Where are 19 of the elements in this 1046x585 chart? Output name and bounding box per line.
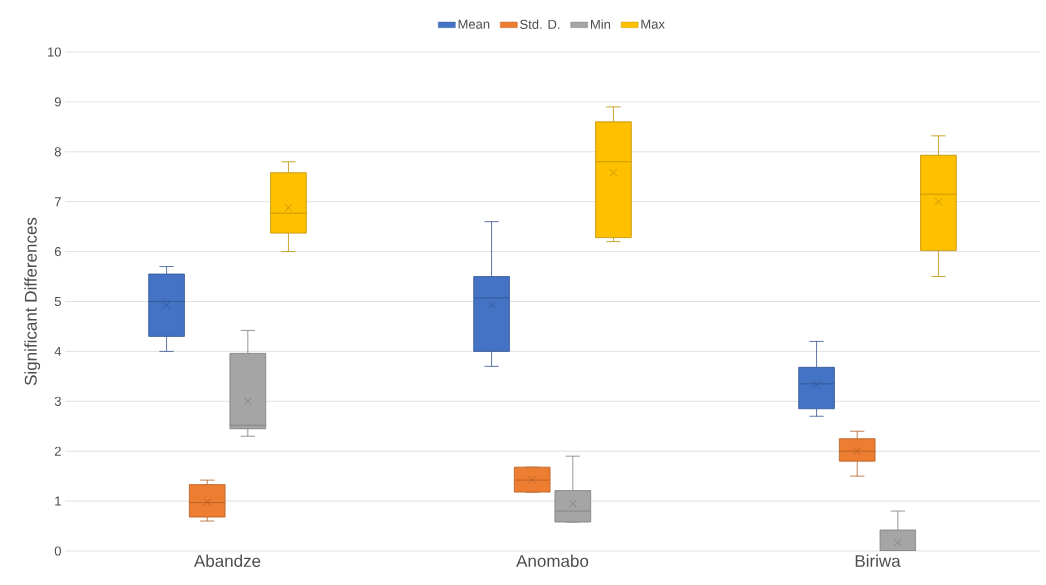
y-tick-label: 6 <box>54 246 61 257</box>
y-tick-label: 9 <box>54 97 61 107</box>
y-tick-label: 3 <box>54 396 61 406</box>
legend-label: Min <box>591 19 611 29</box>
x-tick-label: Anomabo <box>516 554 589 568</box>
y-tick-label: 1 <box>55 496 61 506</box>
legend-label: Max <box>641 19 665 29</box>
y-axis-title: Significant Differences <box>24 217 41 386</box>
x-tick-label: Biriwa <box>855 554 901 568</box>
y-tick-label: 10 <box>48 47 61 57</box>
legend-label: Std. D. <box>520 19 560 29</box>
y-tick-label: 8 <box>54 147 61 157</box>
y-tick-label: 2 <box>54 446 61 456</box>
y-tick-label: 7 <box>54 197 61 207</box>
y-tick-label: 5 <box>54 296 61 307</box>
legend-label: Mean <box>458 19 490 29</box>
y-tick-label: 4 <box>54 346 62 356</box>
y-tick-label: 0 <box>54 546 61 556</box>
x-tick-label: Abandze <box>193 554 261 568</box>
